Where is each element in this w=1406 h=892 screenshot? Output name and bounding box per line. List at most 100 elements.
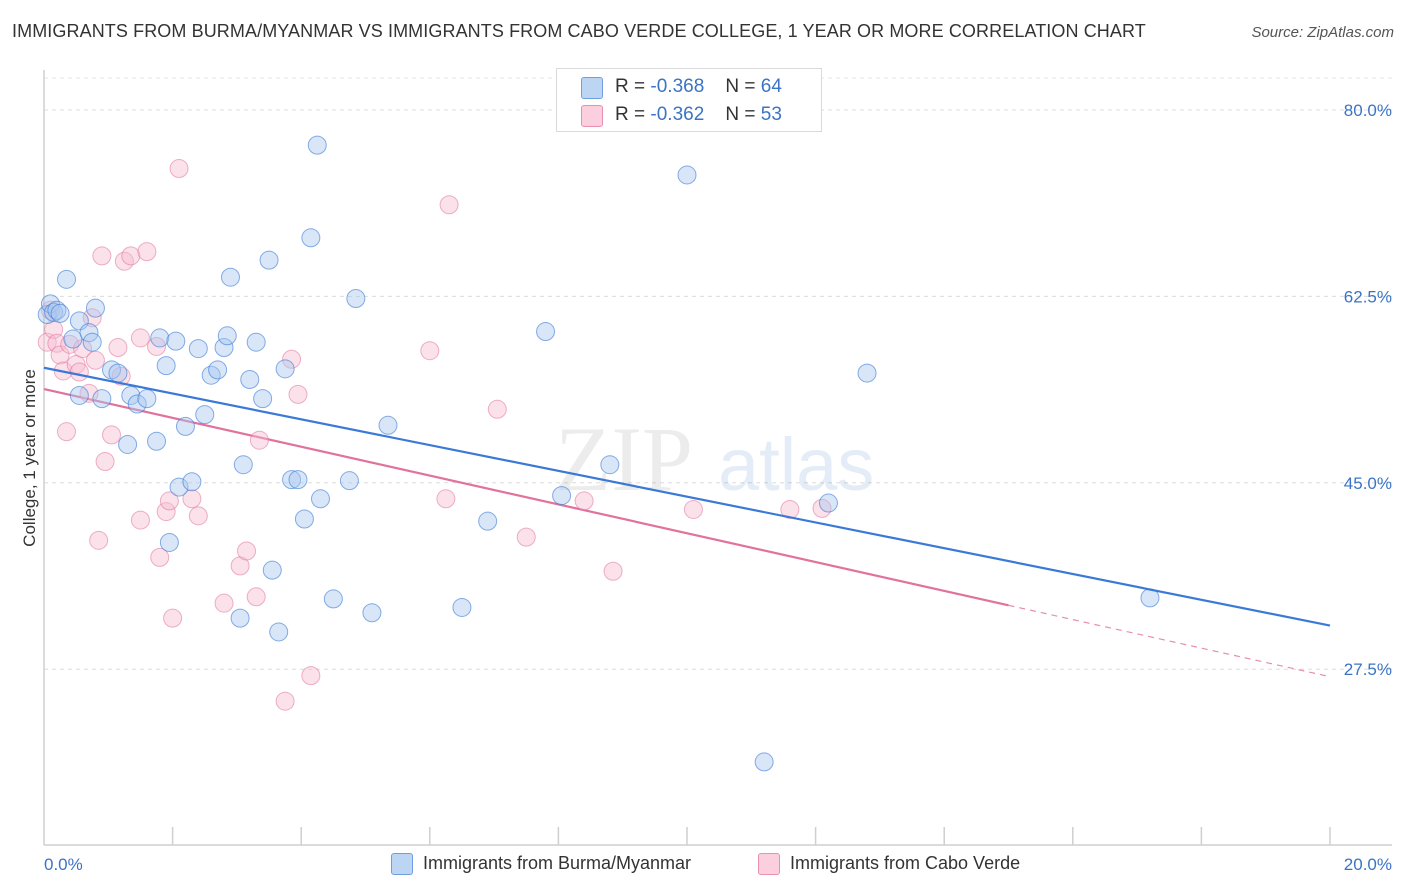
point-burma bbox=[159, 532, 179, 552]
point-cabo-verde bbox=[130, 328, 150, 348]
point-burma bbox=[346, 289, 366, 309]
point-burma bbox=[166, 331, 186, 351]
point-cabo-verde bbox=[150, 547, 170, 567]
legend-r-value-cabo-verde: -0.362 bbox=[650, 104, 705, 125]
y-tick-label: 27.5% bbox=[1344, 660, 1392, 679]
trend-line-cabo-verde bbox=[43, 387, 1009, 607]
point-cabo-verde bbox=[683, 499, 703, 519]
point-burma bbox=[301, 228, 321, 248]
point-burma bbox=[47, 300, 67, 320]
point-burma bbox=[282, 470, 302, 490]
point-cabo-verde bbox=[516, 527, 536, 547]
point-burma bbox=[857, 363, 877, 383]
point-burma bbox=[262, 560, 282, 580]
point-burma bbox=[478, 511, 498, 531]
point-cabo-verde bbox=[249, 430, 269, 450]
point-burma bbox=[63, 329, 83, 349]
point-cabo-verde bbox=[102, 425, 122, 445]
bottom-legend-label-burma: Immigrants from Burma/Myanmar bbox=[423, 853, 692, 873]
bottom-legend-swatch-cabo-verde bbox=[758, 853, 780, 875]
point-burma bbox=[310, 489, 330, 509]
point-burma bbox=[217, 326, 237, 346]
point-cabo-verde bbox=[57, 422, 77, 442]
legend-swatch-burma bbox=[581, 77, 603, 99]
chart-title: IMMIGRANTS FROM BURMA/MYANMAR VS IMMIGRA… bbox=[12, 21, 1146, 41]
point-cabo-verde bbox=[108, 338, 128, 358]
point-burma bbox=[378, 415, 398, 435]
y-tick-label: 62.5% bbox=[1344, 287, 1392, 306]
point-cabo-verde bbox=[137, 242, 157, 262]
point-burma bbox=[92, 389, 112, 409]
point-burma bbox=[307, 135, 327, 155]
point-cabo-verde bbox=[246, 587, 266, 607]
point-burma bbox=[118, 434, 138, 454]
point-burma bbox=[147, 431, 167, 451]
point-cabo-verde bbox=[114, 251, 134, 271]
point-cabo-verde bbox=[60, 334, 80, 354]
point-burma bbox=[269, 622, 289, 642]
point-cabo-verde bbox=[282, 349, 302, 369]
point-burma bbox=[82, 332, 102, 352]
legend-text-burma: R = -0.368 N = 64 bbox=[615, 76, 782, 98]
legend-r-value-burma: -0.368 bbox=[650, 76, 705, 97]
legend-r-label: R = bbox=[615, 104, 646, 125]
point-cabo-verde bbox=[130, 510, 150, 530]
point-cabo-verde bbox=[92, 246, 112, 266]
point-burma bbox=[214, 338, 234, 358]
point-burma bbox=[230, 608, 250, 628]
point-cabo-verde bbox=[159, 491, 179, 511]
point-cabo-verde bbox=[37, 332, 57, 352]
point-burma bbox=[195, 405, 215, 425]
point-burma bbox=[246, 332, 266, 352]
legend-r-label: R = bbox=[615, 76, 646, 97]
point-cabo-verde bbox=[780, 499, 800, 519]
points-cabo-verde bbox=[37, 159, 832, 711]
point-cabo-verde bbox=[69, 362, 89, 382]
point-burma bbox=[600, 455, 620, 475]
point-burma bbox=[137, 389, 157, 409]
point-burma bbox=[754, 752, 774, 772]
point-burma bbox=[220, 267, 240, 287]
point-cabo-verde bbox=[439, 195, 459, 215]
point-burma bbox=[150, 328, 170, 348]
point-cabo-verde bbox=[121, 246, 141, 266]
point-burma bbox=[175, 416, 195, 436]
point-cabo-verde bbox=[89, 530, 109, 550]
point-cabo-verde bbox=[79, 383, 99, 403]
point-cabo-verde bbox=[275, 691, 295, 711]
point-burma bbox=[452, 597, 472, 617]
y-tick-label: 45.0% bbox=[1344, 474, 1392, 493]
point-burma bbox=[339, 471, 359, 491]
point-burma bbox=[85, 298, 105, 318]
x-tick-label: 20.0% bbox=[1344, 855, 1392, 874]
point-burma bbox=[536, 322, 556, 342]
point-burma bbox=[294, 509, 314, 529]
point-cabo-verde bbox=[603, 561, 623, 581]
point-cabo-verde bbox=[420, 341, 440, 361]
bottom-legend-label-cabo-verde: Immigrants from Cabo Verde bbox=[790, 853, 1021, 873]
legend-n-label: N = bbox=[725, 76, 756, 97]
trend-lines-burma bbox=[43, 366, 1331, 627]
x-tick-label: 0.0% bbox=[44, 855, 83, 874]
point-cabo-verde bbox=[214, 593, 234, 613]
legend-text-cabo-verde: R = -0.362 N = 53 bbox=[615, 104, 782, 126]
point-cabo-verde bbox=[812, 498, 832, 518]
point-cabo-verde bbox=[188, 506, 208, 526]
point-burma bbox=[50, 303, 70, 323]
point-burma bbox=[44, 302, 64, 322]
point-burma bbox=[188, 339, 208, 359]
point-burma bbox=[275, 359, 295, 379]
legend-n-value-burma: 64 bbox=[760, 76, 782, 97]
point-cabo-verde bbox=[85, 350, 105, 370]
point-cabo-verde bbox=[436, 489, 456, 509]
source-label: Source: ZipAtlas.com bbox=[1251, 24, 1394, 41]
point-burma bbox=[169, 477, 189, 497]
point-burma bbox=[127, 394, 147, 414]
point-cabo-verde bbox=[237, 541, 257, 561]
point-burma bbox=[253, 389, 273, 409]
axes bbox=[43, 70, 1392, 846]
stats-legend: R = -0.368 N = 64 R = -0.362 N = 53 bbox=[556, 68, 822, 132]
point-burma bbox=[323, 589, 343, 609]
point-cabo-verde bbox=[301, 666, 321, 686]
